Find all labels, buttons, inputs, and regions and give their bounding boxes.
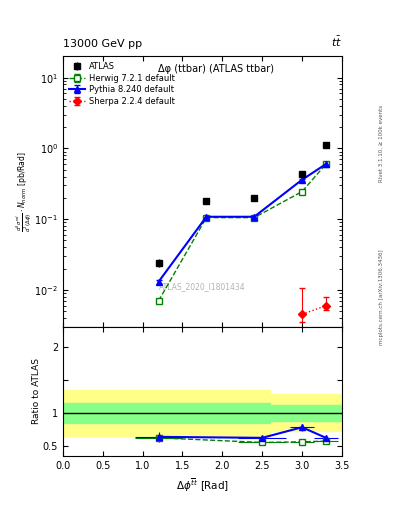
Text: Rivet 3.1.10, ≥ 100k events: Rivet 3.1.10, ≥ 100k events xyxy=(379,105,384,182)
Y-axis label: Ratio to ATLAS: Ratio to ATLAS xyxy=(32,358,41,424)
Text: mcplots.cern.ch [arXiv:1306.3436]: mcplots.cern.ch [arXiv:1306.3436] xyxy=(379,249,384,345)
X-axis label: $\Delta\phi^{\overline{t}t}$ [Rad]: $\Delta\phi^{\overline{t}t}$ [Rad] xyxy=(176,476,229,494)
Legend: ATLAS, Herwig 7.2.1 default, Pythia 8.240 default, Sherpa 2.2.4 default: ATLAS, Herwig 7.2.1 default, Pythia 8.24… xyxy=(67,60,176,108)
Text: ATLAS_2020_I1801434: ATLAS_2020_I1801434 xyxy=(159,282,246,291)
Y-axis label: $\frac{d^2\sigma^{nd}}{d^2(\Delta\phi)}\cdot N_{norm}$ [pb/Rad]: $\frac{d^2\sigma^{nd}}{d^2(\Delta\phi)}\… xyxy=(14,151,33,232)
Text: 13000 GeV pp: 13000 GeV pp xyxy=(63,38,142,49)
Text: $t\bar{t}$: $t\bar{t}$ xyxy=(331,34,342,49)
Text: Δφ (ttbar) (ATLAS ttbar): Δφ (ttbar) (ATLAS ttbar) xyxy=(158,65,274,74)
